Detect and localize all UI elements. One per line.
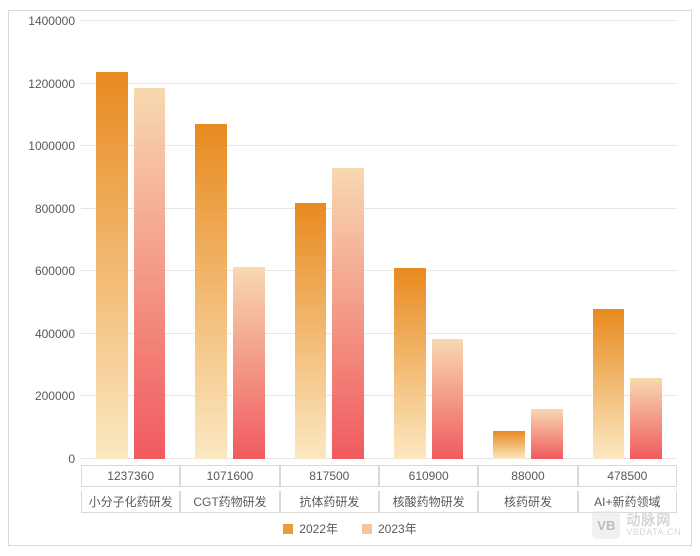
x-value-box: 1237360 bbox=[81, 465, 180, 487]
y-tick-label: 200000 bbox=[35, 389, 81, 403]
bar bbox=[332, 168, 364, 459]
plot-area: 0200000400000600000800000100000012000001… bbox=[81, 21, 677, 459]
y-tick-label: 1200000 bbox=[28, 77, 81, 91]
bars-layer bbox=[81, 21, 677, 459]
x-category-label: 核酸药物研发 bbox=[379, 491, 478, 513]
bar bbox=[96, 72, 128, 459]
x-value-box: 478500 bbox=[578, 465, 677, 487]
x-value-box: 610900 bbox=[379, 465, 478, 487]
bar bbox=[134, 88, 166, 459]
x-category-label: 核药研发 bbox=[478, 491, 577, 513]
legend-item: 2022年 bbox=[283, 520, 338, 537]
bar bbox=[493, 431, 525, 459]
bar bbox=[531, 409, 563, 459]
legend-label: 2022年 bbox=[299, 520, 338, 537]
x-axis: 1237360107160081750061090088000478500 小分… bbox=[81, 459, 677, 513]
legend-item: 2023年 bbox=[362, 520, 417, 537]
y-tick-label: 1000000 bbox=[28, 139, 81, 153]
x-category-labels: 小分子化药研发CGT药物研发抗体药研发核酸药物研发核药研发AI+新药领域 bbox=[81, 491, 677, 511]
bar bbox=[630, 378, 662, 459]
x-category-label: AI+新药领域 bbox=[578, 491, 677, 513]
chart-container: 0 200000 400000 600000 800000 1000000 1200000 1… bbox=[8, 10, 692, 546]
x-category-label: 抗体药研发 bbox=[280, 491, 379, 513]
bar bbox=[432, 339, 464, 459]
x-value-box: 88000 bbox=[478, 465, 577, 487]
y-tick-label: 600000 bbox=[35, 264, 81, 278]
legend-swatch bbox=[283, 524, 293, 534]
x-category-label: CGT药物研发 bbox=[180, 491, 279, 513]
x-value-box: 817500 bbox=[280, 465, 379, 487]
x-category-label: 小分子化药研发 bbox=[81, 491, 180, 513]
legend-swatch bbox=[362, 524, 372, 534]
bar bbox=[233, 267, 265, 459]
legend-label: 2023年 bbox=[378, 520, 417, 537]
y-tick-label: 800000 bbox=[35, 202, 81, 216]
y-tick-label: 1400000 bbox=[28, 14, 81, 28]
y-tick-label: 0 bbox=[68, 452, 81, 466]
x-value-box: 1071600 bbox=[180, 465, 279, 487]
legend: 2022年 2023年 bbox=[9, 520, 691, 537]
bar bbox=[593, 309, 625, 459]
x-value-boxes: 1237360107160081750061090088000478500 bbox=[81, 465, 677, 491]
y-tick-label: 400000 bbox=[35, 327, 81, 341]
bar bbox=[195, 124, 227, 459]
bar bbox=[295, 203, 327, 459]
bar bbox=[394, 268, 426, 459]
